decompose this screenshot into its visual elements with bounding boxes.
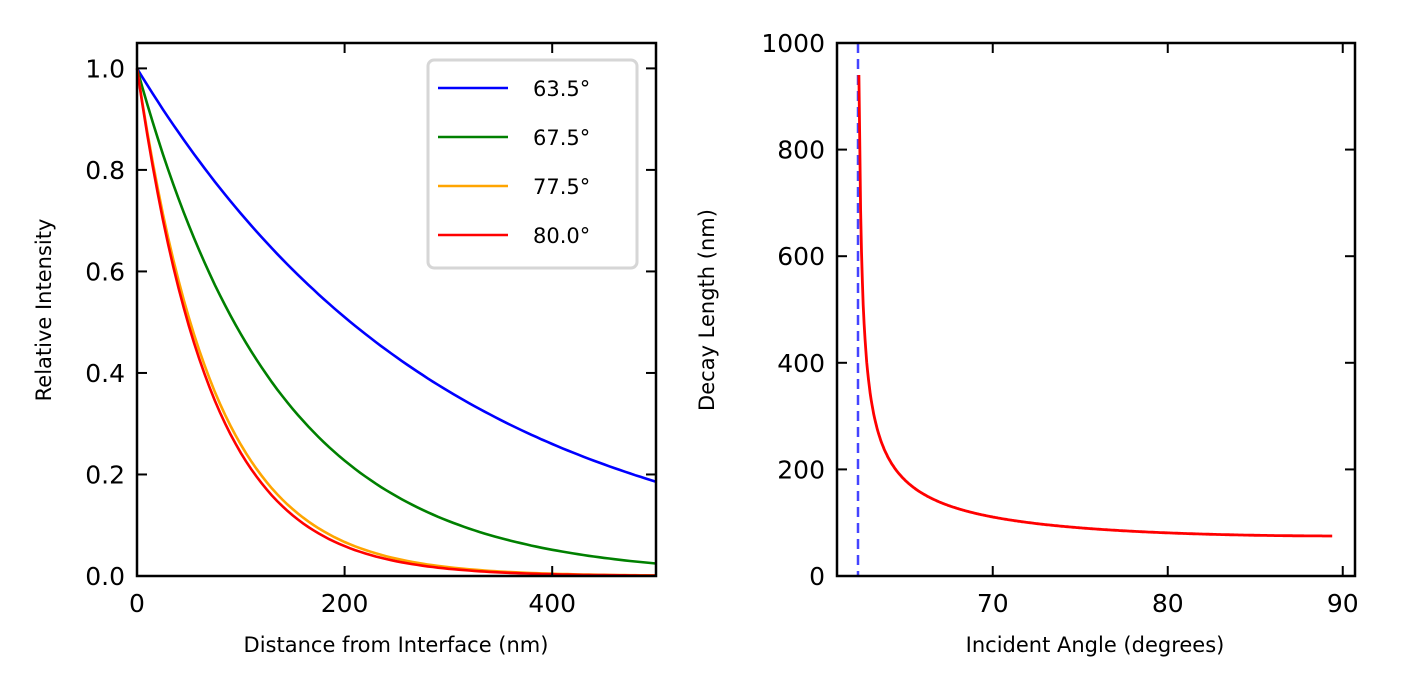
intensity-y-axis-label: Relative Intensity <box>32 219 56 402</box>
legend-label: 80.0° <box>533 224 590 248</box>
intensity-ticks: 0 200 400 0.0 0.2 0.4 0.6 0.8 1.0 <box>85 43 656 618</box>
y-tick-label: 400 <box>777 349 825 378</box>
y-tick-label: 0.4 <box>85 359 125 388</box>
x-tick-label: 80 <box>1152 589 1184 618</box>
legend: 63.5° 67.5° 77.5° 80.0° <box>426 58 639 270</box>
y-tick-label: 800 <box>777 136 825 165</box>
decay-panel: 70 80 90 0 200 400 600 800 1000 Incident Angle (… <box>695 29 1359 657</box>
intensity-axes-frame <box>135 41 658 578</box>
y-tick-label: 0.8 <box>85 156 125 185</box>
legend-label: 63.5° <box>533 77 590 101</box>
decay-y-axis-label: Decay Length (nm) <box>695 209 719 411</box>
intensity-curves <box>135 67 657 577</box>
legend-item: 67.5° <box>438 126 590 150</box>
y-tick-label: 0.2 <box>85 460 125 489</box>
intensity-panel: 0 200 400 0.0 0.2 0.4 0.6 0.8 1.0 Distance from … <box>32 41 658 657</box>
legend-item: 63.5° <box>438 77 590 101</box>
series-line-1 <box>135 68 657 565</box>
y-tick-label: 600 <box>777 242 825 271</box>
decay-ticks: 70 80 90 0 200 400 600 800 1000 <box>761 29 1358 618</box>
decay-axes-frame <box>835 41 1357 578</box>
y-tick-label: 1000 <box>761 29 825 58</box>
legend-item: 77.5° <box>438 175 590 199</box>
legend-box <box>426 58 639 270</box>
decay-length-curve <box>857 74 1333 538</box>
legend-label: 67.5° <box>533 126 590 150</box>
legend-label: 77.5° <box>533 175 590 199</box>
y-tick-label: 1.0 <box>85 54 125 83</box>
series-line-3 <box>135 68 657 577</box>
y-tick-label: 0 <box>809 562 825 591</box>
intensity-x-axis-label: Distance from Interface (nm) <box>244 633 549 657</box>
y-tick-label: 0.0 <box>85 562 125 591</box>
x-tick-label: 200 <box>321 589 369 618</box>
x-tick-label: 70 <box>977 589 1009 618</box>
legend-item: 80.0° <box>438 224 590 248</box>
y-tick-label: 0.6 <box>85 257 125 286</box>
x-tick-label: 90 <box>1327 589 1359 618</box>
decay-x-axis-label: Incident Angle (degrees) <box>966 633 1225 657</box>
y-tick-label: 200 <box>777 455 825 484</box>
x-tick-label: 0 <box>129 589 145 618</box>
x-tick-label: 400 <box>528 589 576 618</box>
series-line-0 <box>135 67 657 483</box>
